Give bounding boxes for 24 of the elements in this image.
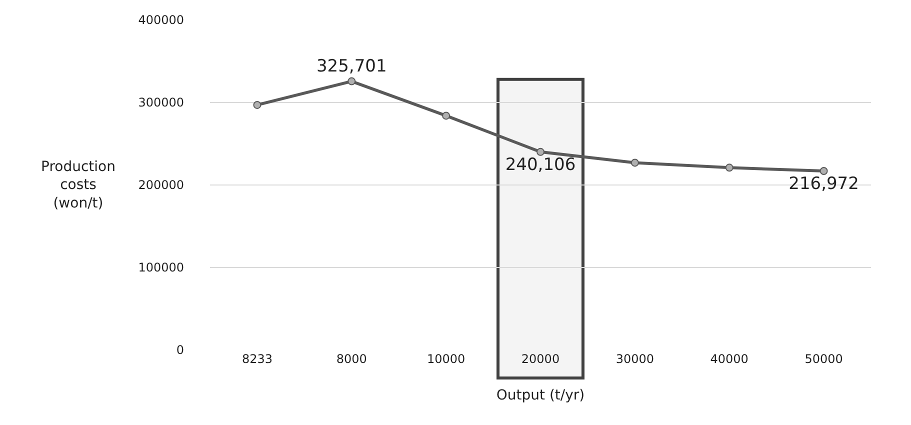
data-label: 240,106: [505, 155, 576, 176]
x-tick-label: 40000: [710, 352, 748, 366]
data-label: 325,701: [316, 56, 387, 77]
x-axis-title: Output (t/yr): [496, 387, 585, 404]
point: [630, 158, 639, 167]
point: [820, 167, 828, 175]
x-tick-label: 50000: [804, 352, 843, 366]
y-axis-title: Production costs (won/t): [41, 159, 116, 212]
point: [536, 148, 544, 156]
y-tick-label: 0: [176, 343, 184, 358]
x-tick-label: 30000: [616, 352, 654, 366]
y-tick-label: 100000: [138, 260, 184, 275]
data-label: 216,972: [788, 174, 859, 194]
y-tick-label: 300000: [138, 96, 184, 110]
y-tick-label: 400000: [138, 13, 184, 28]
x-tick-label: 20000: [521, 352, 560, 366]
point: [442, 112, 450, 120]
point: [348, 77, 356, 86]
point: [725, 164, 734, 172]
y-tick-label: 200000: [138, 178, 184, 192]
x-tick-label: 10000: [426, 352, 466, 366]
x-tick-label: 8000: [336, 352, 367, 366]
x-tick-label: 8233: [242, 352, 272, 366]
point: [253, 100, 262, 109]
